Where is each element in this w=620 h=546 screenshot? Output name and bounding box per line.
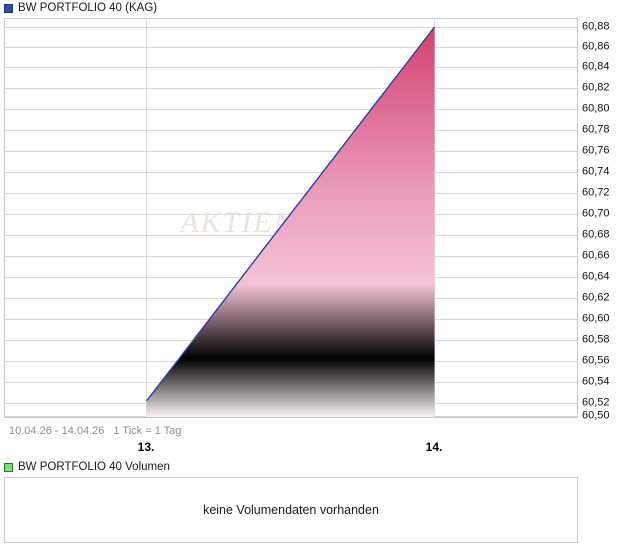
y-tick-label: 60,52	[582, 396, 610, 409]
y-tick-label: 60,84	[582, 60, 610, 73]
y-tick-label: 60,74	[582, 165, 610, 178]
y-axis-labels: 60,88 60,86 60,84 60,82 60,80 60,78 60,7…	[582, 18, 620, 421]
x-axis-labels: 13. 14.	[4, 440, 578, 456]
price-chart-panel[interactable]: AKTIEN	[4, 18, 578, 418]
y-tick-label: 60,82	[582, 81, 610, 94]
date-range-label: 10.04.26 - 14.04.26	[9, 425, 105, 437]
price-chart-svg: AKTIEN	[5, 19, 577, 417]
aktien-watermark: AKTIEN	[178, 206, 295, 239]
y-tick-label: 60,80	[582, 102, 610, 115]
volume-empty-message: keine Volumendaten vorhanden	[203, 503, 379, 517]
price-line	[145, 26, 436, 402]
volume-series-legend: BW PORTFOLIO 40 Volumen	[4, 461, 170, 474]
x-tick-label: 14.	[425, 440, 443, 454]
y-tick-label: 60,78	[582, 123, 610, 136]
tick-interval-label: 1 Tick = 1 Tag	[113, 425, 182, 437]
y-tick-label: 60,50	[582, 409, 610, 422]
price-plot-area[interactable]: AKTIEN	[5, 19, 577, 417]
blue-square-marker-icon	[4, 4, 13, 13]
y-tick-label: 60,62	[582, 291, 610, 304]
y-tick-label: 60,60	[582, 312, 610, 325]
price-series-label: BW PORTFOLIO 40 (KAG)	[18, 2, 158, 14]
x-tick-label: 13.	[137, 440, 155, 454]
y-tick-label: 60,66	[582, 249, 610, 262]
y-tick-label: 60,56	[582, 354, 610, 367]
y-tick-label: 60,68	[582, 228, 610, 241]
volume-series-label: BW PORTFOLIO 40 Volumen	[18, 461, 170, 473]
y-tick-label: 60,86	[582, 40, 610, 53]
volume-chart-panel[interactable]: keine Volumendaten vorhanden	[4, 477, 578, 543]
y-tick-label: 60,58	[582, 333, 610, 346]
green-square-marker-icon	[4, 463, 13, 472]
y-tick-label: 60,64	[582, 270, 610, 283]
price-area-fill	[146, 27, 435, 417]
y-tick-label: 60,72	[582, 186, 610, 199]
chart-range-caption: 10.04.26 - 14.04.26 1 Tick = 1 Tag	[9, 425, 181, 438]
y-tick-label: 60,88	[582, 20, 610, 33]
y-tick-label: 60,54	[582, 375, 610, 388]
y-tick-label: 60,70	[582, 207, 610, 220]
y-tick-label: 60,76	[582, 144, 610, 157]
price-series-legend: BW PORTFOLIO 40 (KAG)	[4, 2, 157, 15]
